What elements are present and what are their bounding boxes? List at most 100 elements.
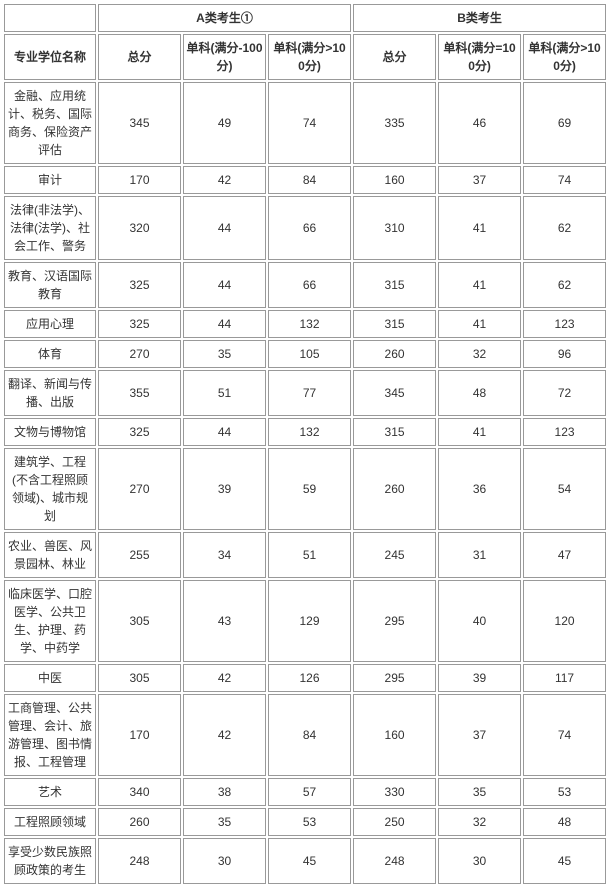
major-name-cell: 应用心理	[4, 310, 96, 338]
value-cell-a_s1: 44	[183, 196, 266, 260]
value-cell-a_s2: 105	[268, 340, 351, 368]
value-cell-b_s2: 45	[523, 838, 606, 884]
table-row: 工程照顾领域26035532503248	[4, 808, 606, 836]
header-row-2: 专业学位名称 总分 单科(满分-100分) 单科(满分>100分) 总分 单科(…	[4, 34, 606, 80]
value-cell-b_total: 315	[353, 418, 436, 446]
value-cell-b_s2: 123	[523, 418, 606, 446]
value-cell-a_s2: 51	[268, 532, 351, 578]
value-cell-b_total: 315	[353, 262, 436, 308]
value-cell-b_s2: 62	[523, 196, 606, 260]
value-cell-a_total: 170	[98, 166, 181, 194]
value-cell-a_s2: 84	[268, 166, 351, 194]
table-body: 金融、应用统计、税务、国际商务、保险资产评估34549743354669审计17…	[4, 82, 606, 884]
row-label-header: 专业学位名称	[4, 34, 96, 80]
value-cell-a_s2: 66	[268, 196, 351, 260]
value-cell-a_s1: 38	[183, 778, 266, 806]
value-cell-b_s1: 40	[438, 580, 521, 662]
value-cell-a_s1: 43	[183, 580, 266, 662]
value-cell-a_total: 270	[98, 448, 181, 530]
value-cell-b_total: 248	[353, 838, 436, 884]
value-cell-a_total: 255	[98, 532, 181, 578]
value-cell-b_s2: 74	[523, 694, 606, 776]
value-cell-b_s1: 39	[438, 664, 521, 692]
col-b-s1: 单科(满分=100分)	[438, 34, 521, 80]
major-name-cell: 体育	[4, 340, 96, 368]
col-a-s2: 单科(满分>100分)	[268, 34, 351, 80]
value-cell-b_s1: 36	[438, 448, 521, 530]
value-cell-b_total: 330	[353, 778, 436, 806]
value-cell-b_total: 295	[353, 664, 436, 692]
value-cell-b_s2: 96	[523, 340, 606, 368]
table-row: 文物与博物馆3254413231541123	[4, 418, 606, 446]
value-cell-b_s2: 62	[523, 262, 606, 308]
table-row: 临床医学、口腔医学、公共卫生、护理、药学、中药学3054312929540120	[4, 580, 606, 662]
value-cell-b_total: 295	[353, 580, 436, 662]
value-cell-a_s2: 77	[268, 370, 351, 416]
value-cell-b_s2: 69	[523, 82, 606, 164]
value-cell-b_s2: 54	[523, 448, 606, 530]
value-cell-a_total: 325	[98, 418, 181, 446]
value-cell-a_s1: 35	[183, 808, 266, 836]
major-name-cell: 审计	[4, 166, 96, 194]
value-cell-a_s2: 53	[268, 808, 351, 836]
major-name-cell: 艺术	[4, 778, 96, 806]
value-cell-b_s2: 74	[523, 166, 606, 194]
major-name-cell: 金融、应用统计、税务、国际商务、保险资产评估	[4, 82, 96, 164]
col-b-total: 总分	[353, 34, 436, 80]
value-cell-b_total: 160	[353, 166, 436, 194]
value-cell-b_s2: 117	[523, 664, 606, 692]
blank-corner	[4, 4, 96, 32]
value-cell-a_s1: 51	[183, 370, 266, 416]
major-name-cell: 建筑学、工程(不含工程照顾领域)、城市规划	[4, 448, 96, 530]
value-cell-b_s2: 47	[523, 532, 606, 578]
value-cell-a_total: 270	[98, 340, 181, 368]
value-cell-a_s2: 126	[268, 664, 351, 692]
value-cell-a_s2: 129	[268, 580, 351, 662]
table-row: 应用心理3254413231541123	[4, 310, 606, 338]
value-cell-a_s2: 57	[268, 778, 351, 806]
table-row: 建筑学、工程(不含工程照顾领域)、城市规划27039592603654	[4, 448, 606, 530]
value-cell-a_s1: 34	[183, 532, 266, 578]
value-cell-b_s1: 32	[438, 808, 521, 836]
value-cell-b_s2: 48	[523, 808, 606, 836]
value-cell-a_s1: 39	[183, 448, 266, 530]
value-cell-a_s2: 132	[268, 418, 351, 446]
table-row: 享受少数民族照顾政策的考生24830452483045	[4, 838, 606, 884]
table-row: 翻译、新闻与传播、出版35551773454872	[4, 370, 606, 416]
value-cell-b_s2: 72	[523, 370, 606, 416]
value-cell-b_total: 310	[353, 196, 436, 260]
value-cell-a_s1: 49	[183, 82, 266, 164]
table-row: 农业、兽医、风景园林、林业25534512453147	[4, 532, 606, 578]
table-row: 金融、应用统计、税务、国际商务、保险资产评估34549743354669	[4, 82, 606, 164]
value-cell-b_s1: 37	[438, 694, 521, 776]
major-name-cell: 文物与博物馆	[4, 418, 96, 446]
value-cell-b_total: 160	[353, 694, 436, 776]
value-cell-b_total: 250	[353, 808, 436, 836]
major-name-cell: 农业、兽医、风景园林、林业	[4, 532, 96, 578]
value-cell-b_s1: 30	[438, 838, 521, 884]
col-b-s2: 单科(满分>100分)	[523, 34, 606, 80]
value-cell-a_s1: 42	[183, 166, 266, 194]
value-cell-a_s1: 30	[183, 838, 266, 884]
value-cell-b_s2: 123	[523, 310, 606, 338]
value-cell-b_s1: 31	[438, 532, 521, 578]
value-cell-a_s2: 66	[268, 262, 351, 308]
value-cell-b_total: 260	[353, 340, 436, 368]
table-row: 审计17042841603774	[4, 166, 606, 194]
value-cell-a_total: 345	[98, 82, 181, 164]
major-name-cell: 临床医学、口腔医学、公共卫生、护理、药学、中药学	[4, 580, 96, 662]
value-cell-b_total: 315	[353, 310, 436, 338]
value-cell-b_s1: 37	[438, 166, 521, 194]
value-cell-b_s1: 41	[438, 196, 521, 260]
value-cell-a_total: 305	[98, 664, 181, 692]
table-row: 法律(非法学)、法律(法学)、社会工作、警务32044663104162	[4, 196, 606, 260]
value-cell-a_total: 340	[98, 778, 181, 806]
value-cell-a_total: 248	[98, 838, 181, 884]
major-name-cell: 工程照顾领域	[4, 808, 96, 836]
value-cell-a_s2: 59	[268, 448, 351, 530]
value-cell-a_s2: 84	[268, 694, 351, 776]
major-name-cell: 享受少数民族照顾政策的考生	[4, 838, 96, 884]
value-cell-a_total: 170	[98, 694, 181, 776]
value-cell-a_total: 325	[98, 262, 181, 308]
value-cell-b_total: 345	[353, 370, 436, 416]
